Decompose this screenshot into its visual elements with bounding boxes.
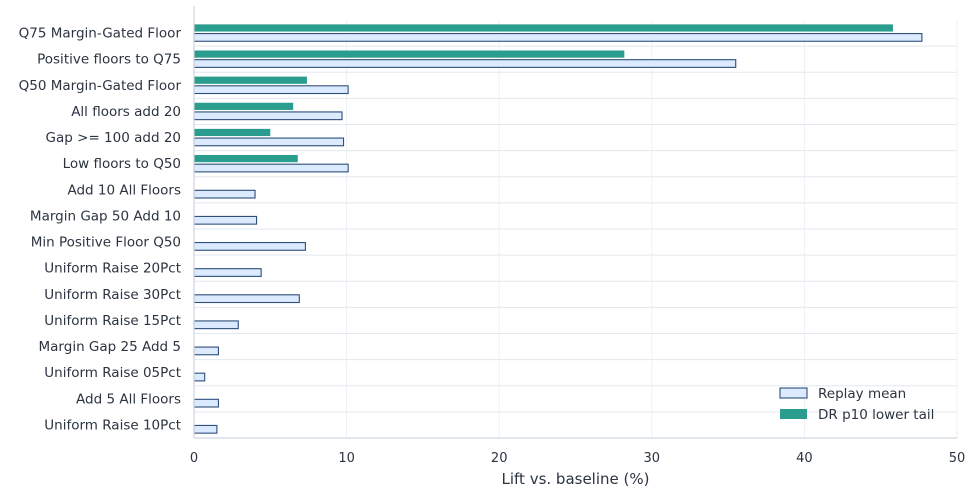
legend-label: Replay mean [818, 386, 906, 402]
bar-replay-mean [193, 398, 219, 408]
x-axis-title: Lift vs. baseline (%) [502, 470, 650, 488]
y-tick-label: Q75 Margin-Gated Floor [19, 26, 182, 42]
y-tick-label: Add 5 All Floors [76, 391, 181, 407]
x-tick-label: 30 [644, 451, 661, 466]
bar-replay-mean [193, 137, 345, 147]
grid-layer [193, 20, 958, 438]
y-tick-label: Uniform Raise 15Pct [44, 313, 181, 329]
bar-replay-mean [193, 268, 262, 277]
bar-dr-p10 [194, 50, 625, 58]
y-tick-label: Uniform Raise 05Pct [44, 365, 181, 381]
bar-dr-p10 [194, 154, 298, 163]
legend: Replay mean DR p10 lower tail [779, 386, 934, 423]
x-tick-label: 20 [491, 451, 508, 466]
y-tick-label: Uniform Raise 30Pct [44, 287, 181, 303]
y-tick-label: Low floors to Q50 [63, 156, 181, 172]
bar-replay-mean [193, 372, 206, 382]
bar-replay-mean [193, 215, 258, 225]
y-tick-label: Uniform Raise 20Pct [44, 261, 181, 277]
y-tick-label: Gap >= 100 add 20 [46, 130, 181, 146]
labels-layer: Q75 Margin-Gated Floor Positive floors to… [19, 26, 966, 466]
bar-replay-mean [193, 163, 349, 173]
bar-replay-mean [193, 59, 737, 68]
x-tick-label: 50 [949, 451, 966, 466]
bar-dr-p10 [194, 102, 294, 110]
bar-replay-mean [193, 346, 219, 356]
x-tick-label: 0 [190, 451, 198, 466]
bar-replay-mean [193, 189, 256, 199]
y-tick-label: Uniform Raise 10Pct [44, 417, 181, 433]
bar-replay-mean [193, 294, 300, 304]
bar-replay-mean [193, 111, 343, 121]
bar-replay-mean [193, 85, 349, 95]
x-tick-label: 40 [796, 451, 813, 466]
x-tick-label: 10 [338, 451, 355, 466]
bar-replay-mean [193, 320, 239, 330]
bar-replay-mean [193, 424, 218, 434]
axes-layer [193, 6, 957, 439]
y-tick-label: Q50 Margin-Gated Floor [19, 78, 182, 94]
bar-dr-p10 [194, 24, 893, 32]
bar-replay-mean [193, 242, 306, 251]
y-tick-label: Min Positive Floor Q50 [31, 235, 181, 251]
legend-swatch [780, 409, 807, 419]
legend-swatch [779, 387, 808, 399]
bar-dr-p10 [194, 76, 307, 84]
y-tick-label: Add 10 All Floors [67, 182, 181, 198]
y-tick-label: Margin Gap 50 Add 10 [30, 208, 181, 224]
bar-dr-p10 [194, 128, 271, 137]
y-tick-label: Margin Gap 25 Add 5 [39, 339, 181, 355]
y-tick-label: Positive floors to Q75 [37, 52, 181, 68]
bar-replay-mean [193, 33, 923, 42]
legend-label: DR p10 lower tail [818, 407, 934, 423]
y-tick-label: All floors add 20 [71, 104, 181, 120]
